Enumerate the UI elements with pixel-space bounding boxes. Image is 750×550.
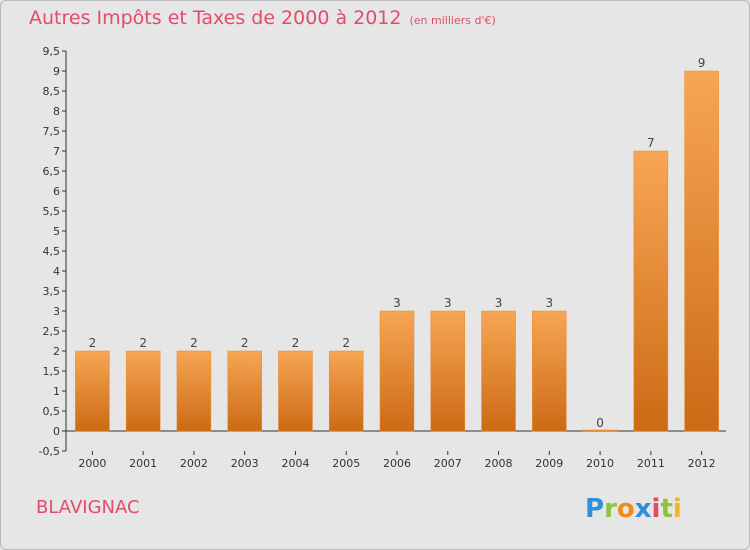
chart-title: Autres Impôts et Taxes de 2000 à 2012 (en…	[29, 7, 496, 29]
value-label-2000: 2	[89, 336, 97, 350]
x-tick-label-2004: 2004	[281, 457, 309, 470]
value-label-2002: 2	[190, 336, 198, 350]
x-tick-label-2012: 2012	[688, 457, 716, 470]
bar-2000	[75, 350, 110, 432]
x-tick-label-2006: 2006	[383, 457, 411, 470]
bar-2007	[430, 310, 466, 432]
y-tick-label: 8,5	[43, 85, 61, 98]
y-tick-label: 0	[53, 425, 60, 438]
commune-name: BLAVIGNAC	[36, 497, 140, 518]
value-label-2001: 2	[139, 336, 147, 350]
bar-2009	[532, 310, 567, 432]
bar-chart: -0,5 0 0,5 1 1,5 2 2,5 3 3,5 4 4,5 5 5,5 6 6,5 7 7,5 8 8,5…	[39, 45, 726, 470]
x-tick-label-2008: 2008	[485, 457, 513, 470]
y-tick-label: 7	[53, 145, 60, 158]
value-label-2005: 2	[342, 336, 350, 350]
y-tick-label: 2	[53, 345, 60, 358]
x-tick-label-2010: 2010	[586, 457, 614, 470]
y-tick-label: 1	[53, 385, 60, 398]
y-tick-label: 6,5	[43, 165, 61, 178]
y-tick-label: 9,5	[43, 45, 61, 58]
proxiti-logo[interactable]: Proxiti	[585, 491, 695, 527]
y-tick-label: 3	[53, 305, 60, 318]
bar-2004	[278, 350, 313, 432]
bar-2006	[379, 310, 415, 432]
value-label-2012: 9	[698, 56, 706, 70]
value-label-2006: 3	[393, 296, 401, 310]
value-label-2003: 2	[241, 336, 249, 350]
x-tick-label-2009: 2009	[535, 457, 563, 470]
value-label-2007: 3	[444, 296, 452, 310]
x-tick-label-2001: 2001	[129, 457, 157, 470]
y-tick-label: -0,5	[39, 445, 60, 458]
x-tick-label-2011: 2011	[637, 457, 665, 470]
y-tick-label: 9	[53, 65, 60, 78]
x-ticks: 2000 2001 2002 2003 2004 2005 2006 2007 2008 2009…	[78, 451, 716, 470]
bar-2002	[176, 350, 212, 432]
value-label-2004: 2	[292, 336, 300, 350]
bar-2005	[328, 350, 364, 432]
value-label-2009: 3	[545, 296, 553, 310]
x-tick-label-2007: 2007	[434, 457, 462, 470]
y-tick-label: 3,5	[43, 285, 61, 298]
y-tick-label: 7,5	[43, 125, 61, 138]
y-tick-label: 6	[53, 185, 60, 198]
y-ticks: -0,5 0 0,5 1 1,5 2 2,5 3 3,5 4 4,5 5 5,5 6 6,5 7 7,5 8 8,5…	[39, 45, 66, 458]
bar-2008	[481, 310, 516, 432]
value-label-2010: 0	[596, 416, 604, 430]
bar-2012	[684, 70, 719, 432]
svg-text:Proxiti: Proxiti	[585, 494, 682, 524]
bar-2001	[125, 350, 161, 432]
x-tick-label-2000: 2000	[78, 457, 106, 470]
x-tick-label-2002: 2002	[180, 457, 208, 470]
y-tick-label: 8	[53, 105, 60, 118]
x-tick-label-2005: 2005	[332, 457, 360, 470]
bar-2011	[633, 150, 669, 432]
bar-2010	[582, 429, 618, 432]
value-label-2008: 3	[495, 296, 503, 310]
y-tick-label: 1,5	[43, 365, 61, 378]
chart-title-text: Autres Impôts et Taxes de 2000 à 2012	[29, 7, 402, 29]
y-tick-label: 4,5	[43, 245, 61, 258]
y-tick-label: 4	[53, 265, 60, 278]
y-tick-label: 5,5	[43, 205, 61, 218]
value-label-2011: 7	[647, 136, 655, 150]
y-tick-label: 5	[53, 225, 60, 238]
y-tick-label: 0,5	[43, 405, 61, 418]
bars: 2 2 2 2 2 2 3 3 3 3 0 7 9	[75, 56, 719, 432]
y-tick-label: 2,5	[43, 325, 61, 338]
bar-2003	[227, 350, 262, 432]
chart-unit: (en milliers d'€)	[409, 14, 496, 27]
x-tick-label-2003: 2003	[231, 457, 259, 470]
